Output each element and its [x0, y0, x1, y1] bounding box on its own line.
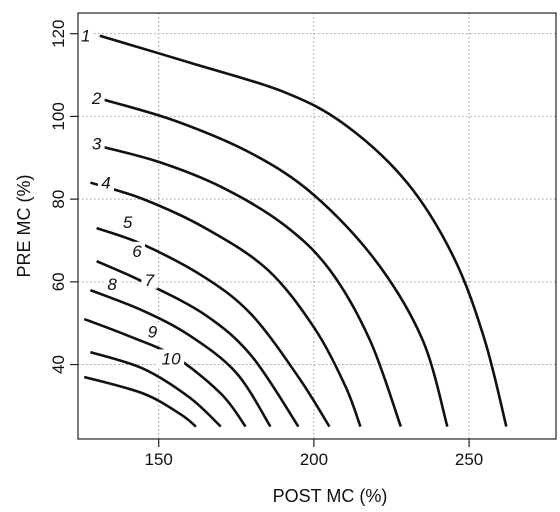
axes: 150 200 250 40 60 80 100 120 — [49, 12, 557, 469]
contour-line-9 — [90, 350, 222, 428]
contour-labels: 1 2 3 4 5 67 8 910 — [77, 26, 185, 368]
contour-label-10: 10 — [162, 349, 181, 368]
contour-label-6: 6 — [132, 242, 142, 261]
y-tick-label-80: 80 — [49, 190, 68, 209]
x-axis-label: POST MC (%) — [273, 486, 388, 506]
contour-label-2: 2 — [91, 89, 102, 108]
y-tick-label-120: 120 — [49, 19, 68, 47]
contour-label-bg-1 — [77, 26, 94, 45]
contour-line-7 — [89, 288, 272, 428]
contour-label-bg-8 — [104, 274, 121, 293]
contour-label-bg-4 — [97, 173, 114, 192]
contour-line-4 — [90, 181, 362, 428]
contour-label-bg-10 — [158, 349, 185, 368]
contour-label-9: 9 — [148, 322, 158, 341]
y-axis-label: PRE MC (%) — [14, 175, 34, 278]
contour-label-bg-2 — [88, 88, 105, 107]
contour-line-1 — [99, 34, 508, 427]
contour-label-bg-3 — [88, 134, 105, 153]
contour-label-3: 3 — [92, 134, 102, 153]
x-tick-label-200: 200 — [300, 450, 328, 469]
y-tick-label-100: 100 — [49, 102, 68, 130]
grid — [78, 13, 556, 439]
contour-lines — [83, 34, 508, 428]
contour-line-6 — [96, 259, 300, 428]
contour-label-bg-5 — [119, 212, 136, 231]
contour-label-bg-6 — [128, 241, 145, 260]
contour-label-7: 7 — [145, 271, 155, 290]
contour-label-bg-7 — [141, 270, 158, 289]
contour-label-8: 8 — [107, 275, 117, 294]
contour-line-8 — [83, 317, 247, 428]
y-tick-label-60: 60 — [49, 272, 68, 291]
x-tick-label-250: 250 — [455, 450, 483, 469]
contour-label-1: 1 — [81, 27, 90, 46]
y-tick-label-40: 40 — [49, 355, 68, 374]
contour-line-2 — [96, 96, 449, 427]
contour-line-3 — [96, 144, 403, 428]
contour-label-5: 5 — [123, 213, 133, 232]
contour-label-bg-9 — [144, 322, 161, 341]
contour-label-4: 4 — [101, 174, 110, 193]
plot-frame — [77, 12, 557, 440]
contour-line-10 — [83, 375, 197, 428]
x-tick-label-150: 150 — [145, 450, 173, 469]
